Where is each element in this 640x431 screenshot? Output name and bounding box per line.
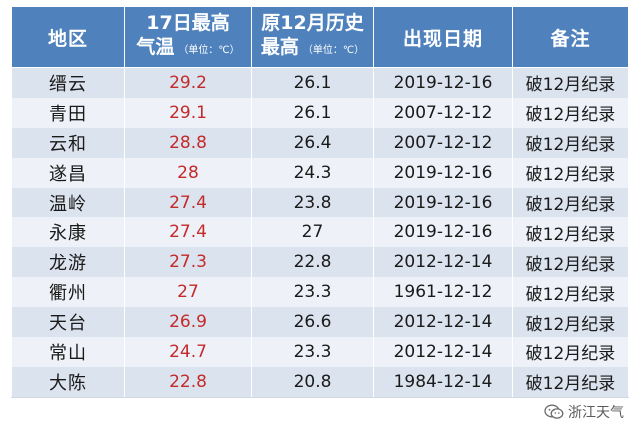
- cell-max-temp: 29.1: [124, 97, 252, 128]
- cell-note: 破12月纪录: [512, 217, 629, 248]
- header-region: 地区: [11, 6, 125, 68]
- cell-region: 常山: [11, 337, 125, 367]
- cell-max-temp: 28: [124, 157, 252, 188]
- cell-date: 2019-12-16: [373, 157, 513, 188]
- cell-region: 龙游: [11, 247, 125, 278]
- cell-note: 破12月纪录: [512, 307, 629, 338]
- header-row: 地区 17日最高 气温 （单位：℃） 原12月历史 最高 （单位：℃） 出现日期 备…: [11, 6, 629, 68]
- header-prev-record-unit: （单位：℃）: [302, 45, 365, 56]
- header-prev-record-label: 最高: [260, 36, 299, 58]
- record-table: 地区 17日最高 气温 （单位：℃） 原12月历史 最高 （单位：℃） 出现日期 备…: [11, 6, 629, 398]
- watermark-text: 浙江天气: [568, 405, 624, 421]
- header-max-temp-label: 气温: [136, 36, 175, 58]
- table-row: 衢州 27 23.3 1961-12-12 破12月纪录: [11, 277, 629, 308]
- table-row: 云和 28.8 26.4 2007-12-12 破12月纪录: [11, 127, 629, 158]
- cell-region: 永康: [11, 217, 125, 248]
- header-max-temp-unit: （单位：℃）: [178, 45, 240, 56]
- cell-region: 青田: [11, 97, 125, 128]
- cell-note: 破12月纪录: [512, 247, 629, 278]
- header-date: 出现日期: [373, 6, 513, 68]
- cell-date: 2019-12-16: [373, 217, 513, 248]
- cell-prev-record: 26.1: [251, 67, 374, 98]
- cell-prev-record: 23.8: [251, 187, 374, 218]
- header-prev-record-line1: 原12月历史: [261, 12, 364, 34]
- table-row: 常山 24.7 23.3 2012-12-14 破12月纪录: [11, 337, 629, 367]
- cell-max-temp: 27.4: [124, 187, 252, 218]
- cell-max-temp: 28.8: [124, 127, 252, 158]
- cell-region: 云和: [11, 127, 125, 158]
- cell-prev-record: 20.8: [251, 366, 374, 398]
- table-row: 天台 26.9 26.6 2012-12-14 破12月纪录: [11, 307, 629, 338]
- cell-date: 1961-12-12: [373, 277, 513, 308]
- cell-date: 2007-12-12: [373, 127, 513, 158]
- cell-region: 缙云: [11, 67, 125, 98]
- cell-note: 破12月纪录: [512, 97, 629, 128]
- cell-prev-record: 26.6: [251, 307, 374, 338]
- record-table-wrapper: 地区 17日最高 气温 （单位：℃） 原12月历史 最高 （单位：℃） 出现日期 备…: [11, 6, 629, 398]
- cell-prev-record: 22.8: [251, 247, 374, 278]
- cell-note: 破12月纪录: [512, 366, 629, 398]
- cell-region: 衢州: [11, 277, 125, 308]
- table-row: 缙云 29.2 26.1 2019-12-16 破12月纪录: [11, 67, 629, 98]
- cell-date: 1984-12-14: [373, 366, 513, 398]
- cell-note: 破12月纪录: [512, 277, 629, 308]
- table-row: 温岭 27.4 23.8 2019-12-16 破12月纪录: [11, 187, 629, 218]
- cell-prev-record: 24.3: [251, 157, 374, 188]
- cell-max-temp: 27.3: [124, 247, 252, 278]
- cell-max-temp: 22.8: [124, 366, 252, 398]
- header-max-temp: 17日最高 气温 （单位：℃）: [124, 6, 252, 68]
- cell-region: 遂昌: [11, 157, 125, 188]
- cell-max-temp: 27: [124, 277, 252, 308]
- table-row: 遂昌 28 24.3 2019-12-16 破12月纪录: [11, 157, 629, 188]
- table-header: 地区 17日最高 气温 （单位：℃） 原12月历史 最高 （单位：℃） 出现日期 备…: [11, 6, 629, 68]
- cell-max-temp: 27.4: [124, 217, 252, 248]
- table-row: 大陈 22.8 20.8 1984-12-14 破12月纪录: [11, 366, 629, 398]
- cell-prev-record: 27: [251, 217, 374, 248]
- watermark: 浙江天气: [544, 402, 624, 422]
- cell-note: 破12月纪录: [512, 157, 629, 188]
- cell-note: 破12月纪录: [512, 187, 629, 218]
- cell-date: 2012-12-14: [373, 337, 513, 367]
- header-max-temp-line2: 气温 （单位：℃）: [125, 35, 251, 63]
- cell-max-temp: 29.2: [124, 67, 252, 98]
- cell-region: 大陈: [11, 366, 125, 398]
- table-body: 缙云 29.2 26.1 2019-12-16 破12月纪录 青田 29.1 26.1 2007…: [11, 67, 629, 398]
- wechat-icon: [544, 404, 564, 419]
- header-max-temp-line1: 17日最高: [146, 12, 230, 34]
- cell-prev-record: 23.3: [251, 337, 374, 367]
- cell-prev-record: 26.4: [251, 127, 374, 158]
- cell-date: 2012-12-14: [373, 247, 513, 278]
- cell-prev-record: 26.1: [251, 97, 374, 128]
- cell-date: 2019-12-16: [373, 67, 513, 98]
- header-note: 备注: [512, 6, 629, 68]
- cell-date: 2019-12-16: [373, 187, 513, 218]
- cell-note: 破12月纪录: [512, 127, 629, 158]
- cell-region: 天台: [11, 307, 125, 338]
- cell-max-temp: 26.9: [124, 307, 252, 338]
- header-prev-record-line2: 最高 （单位：℃）: [252, 35, 373, 63]
- table-row: 青田 29.1 26.1 2007-12-12 破12月纪录: [11, 97, 629, 128]
- header-prev-record: 原12月历史 最高 （单位：℃）: [251, 6, 374, 68]
- cell-note: 破12月纪录: [512, 337, 629, 367]
- table-row: 龙游 27.3 22.8 2012-12-14 破12月纪录: [11, 247, 629, 278]
- table-row: 永康 27.4 27 2019-12-16 破12月纪录: [11, 217, 629, 248]
- cell-max-temp: 24.7: [124, 337, 252, 367]
- cell-date: 2012-12-14: [373, 307, 513, 338]
- cell-prev-record: 23.3: [251, 277, 374, 308]
- cell-region: 温岭: [11, 187, 125, 218]
- cell-note: 破12月纪录: [512, 67, 629, 98]
- cell-date: 2007-12-12: [373, 97, 513, 128]
